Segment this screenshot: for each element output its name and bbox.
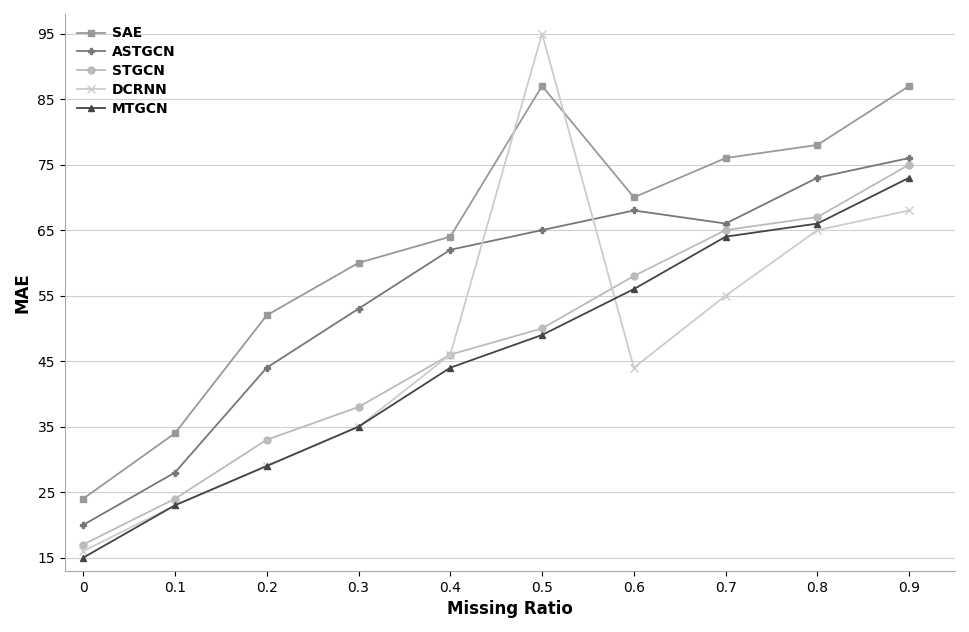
SAE [720,154,732,162]
DCRNN [720,292,732,300]
MTGCN [353,423,364,430]
SAE [812,141,824,149]
MTGCN [261,462,272,470]
STGCN [720,226,732,234]
ASTGCN [536,226,547,234]
MTGCN [720,233,732,240]
DCRNN [261,462,272,470]
Line: SAE: SAE [79,83,913,502]
MTGCN [445,364,456,372]
ASTGCN [78,521,89,529]
Line: STGCN: STGCN [79,161,913,548]
ASTGCN [353,305,364,313]
Line: ASTGCN: ASTGCN [79,155,913,528]
MTGCN [170,502,181,509]
ASTGCN [720,220,732,228]
STGCN [903,161,915,168]
STGCN [445,351,456,358]
DCRNN [353,423,364,430]
DCRNN [628,364,640,372]
SAE [628,193,640,201]
ASTGCN [261,364,272,372]
DCRNN [445,351,456,358]
SAE [903,82,915,90]
DCRNN [170,502,181,509]
DCRNN [78,547,89,555]
SAE [445,233,456,240]
SAE [170,429,181,437]
ASTGCN [445,246,456,253]
MTGCN [78,554,89,561]
SAE [261,312,272,319]
STGCN [536,325,547,332]
SAE [78,495,89,502]
ASTGCN [812,174,824,181]
STGCN [353,403,364,411]
Legend: SAE, ASTGCN, STGCN, DCRNN, MTGCN: SAE, ASTGCN, STGCN, DCRNN, MTGCN [72,21,181,121]
MTGCN [903,174,915,181]
MTGCN [628,285,640,293]
MTGCN [536,331,547,339]
STGCN [628,272,640,280]
MTGCN [812,220,824,228]
ASTGCN [628,207,640,214]
DCRNN [812,226,824,234]
STGCN [170,495,181,502]
STGCN [812,213,824,221]
DCRNN [536,30,547,37]
X-axis label: Missing Ratio: Missing Ratio [447,600,573,618]
ASTGCN [903,154,915,162]
SAE [353,259,364,267]
Line: DCRNN: DCRNN [79,29,914,556]
Y-axis label: MAE: MAE [14,272,32,313]
STGCN [78,541,89,549]
DCRNN [903,207,915,214]
Line: MTGCN: MTGCN [79,174,913,561]
ASTGCN [170,469,181,477]
STGCN [261,436,272,444]
SAE [536,82,547,90]
